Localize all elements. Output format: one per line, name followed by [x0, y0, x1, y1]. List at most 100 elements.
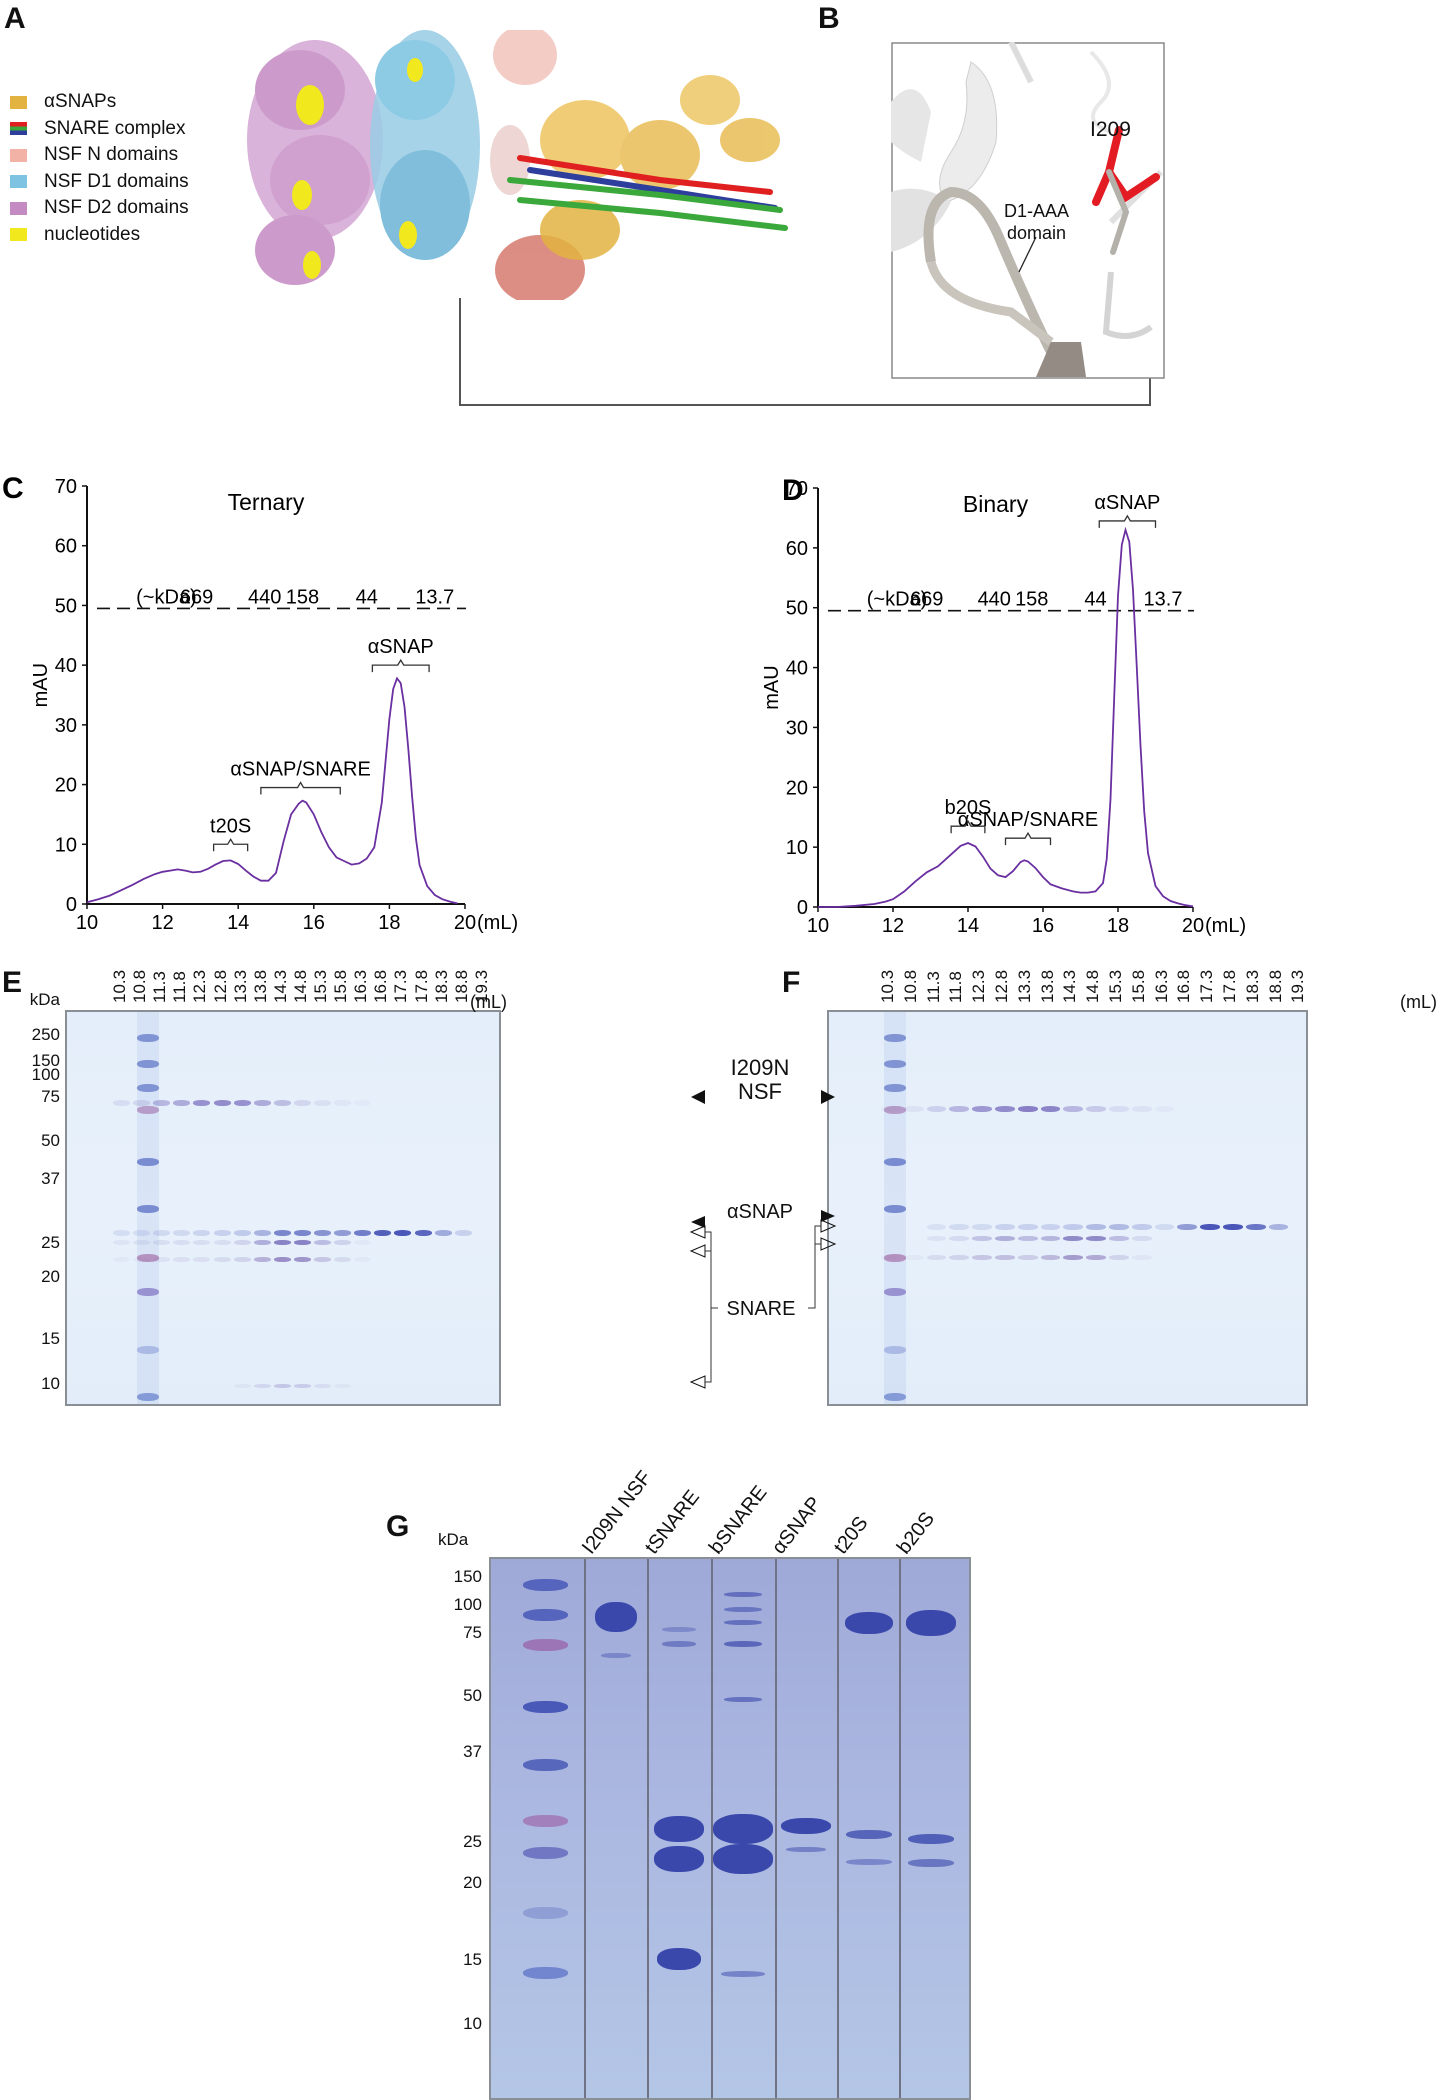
- gel-band: [972, 1255, 992, 1260]
- gel-band: [253, 1257, 271, 1262]
- gel-band: [995, 1236, 1015, 1241]
- gel-g-purified-samples: [489, 1557, 971, 2100]
- chart-title: Binary: [963, 491, 1029, 517]
- gel-band: [394, 1230, 412, 1236]
- gel-band: [133, 1240, 151, 1245]
- gel-band: [113, 1100, 131, 1106]
- mw-marker-label: 440: [248, 586, 281, 608]
- gel-band: [374, 1230, 392, 1236]
- legend-label: NSF N domains: [44, 144, 179, 165]
- gel-band: [884, 1346, 906, 1354]
- gel-band: [781, 1818, 831, 1834]
- gel-band: [137, 1205, 159, 1213]
- gel-band: [273, 1240, 291, 1245]
- panel-letter-g: G: [386, 1510, 410, 1543]
- fraction-label: 17.8: [411, 969, 431, 1003]
- fraction-label: 12.3: [190, 969, 210, 1003]
- gel-band: [133, 1100, 151, 1106]
- asnap-annotation: αSNAP: [726, 1201, 794, 1223]
- kda-marker: 20: [463, 1873, 482, 1892]
- gel-band: [193, 1230, 211, 1236]
- kda-marker: 10: [41, 1374, 60, 1393]
- gel-band: [1109, 1255, 1129, 1260]
- gel-band: [193, 1257, 211, 1262]
- fraction-label: 14.8: [290, 969, 310, 1003]
- peak-bracket: [950, 819, 986, 834]
- fraction-label: 15.8: [331, 969, 351, 1003]
- fraction-label: 10.3: [878, 969, 897, 1003]
- panel-letter-a: A: [4, 2, 26, 35]
- gel-band: [1017, 1255, 1038, 1260]
- gel-band: [1154, 1224, 1175, 1230]
- fraction-label: 18.8: [451, 969, 471, 1003]
- fraction-label: 11.3: [150, 971, 170, 1003]
- fraction-label: 11.8: [170, 971, 190, 1003]
- nsf-label-line1: I209N: [730, 1055, 790, 1080]
- legend-swatch: [10, 148, 27, 162]
- gel-band: [846, 1829, 892, 1839]
- snare-arrow-left-2: [689, 1244, 706, 1258]
- fraction-label: 16.8: [1174, 969, 1194, 1003]
- gel-band: [523, 1815, 568, 1827]
- gel-band: [972, 1224, 992, 1230]
- kda-marker: 100: [453, 1595, 482, 1614]
- gel-band: [137, 1346, 159, 1354]
- gel-band: [1177, 1224, 1198, 1230]
- peak-label: αSNAP/SNARE: [230, 759, 371, 781]
- gel-band: [884, 1393, 906, 1401]
- fraction-label: 13.3: [230, 969, 250, 1003]
- mw-marker-label: 158: [1015, 589, 1048, 611]
- gel-band: [713, 1814, 773, 1844]
- gel-band: [113, 1240, 131, 1245]
- gel-band: [949, 1106, 970, 1112]
- gel-band: [926, 1236, 947, 1241]
- gel-band: [949, 1224, 970, 1230]
- legend-item: SNARE complex: [10, 117, 186, 141]
- mw-prefix-label: (~kDa): [867, 589, 928, 611]
- gel-band: [137, 1106, 159, 1114]
- snare-arrow-right-2: [820, 1237, 837, 1251]
- gel-band: [137, 1060, 159, 1068]
- legend-label: αSNAPs: [44, 91, 117, 112]
- gel-band: [137, 1084, 159, 1092]
- gel-band: [1063, 1236, 1084, 1241]
- mw-marker-label: 13.7: [1144, 589, 1183, 611]
- x-axis-label: (mL): [1205, 915, 1246, 937]
- gel-e-unit-label: (mL): [470, 992, 507, 1012]
- gel-band: [1200, 1224, 1220, 1230]
- ribbon-structure: [891, 42, 1164, 377]
- y-tick-label: 30: [786, 717, 808, 739]
- gel-band: [153, 1240, 171, 1245]
- gel-band: [233, 1257, 251, 1262]
- gel-band: [1086, 1106, 1106, 1112]
- gel-band: [713, 1844, 773, 1874]
- gel-band: [253, 1100, 271, 1106]
- legend-label: NSF D2 domains: [44, 197, 189, 218]
- gel-band: [1109, 1224, 1129, 1230]
- y-tick-label: 60: [786, 538, 808, 560]
- gel-band: [273, 1230, 291, 1236]
- kda-marker: 75: [41, 1087, 60, 1106]
- gel-band: [995, 1224, 1015, 1230]
- gel-band: [314, 1100, 332, 1106]
- fraction-label: 13.8: [250, 969, 270, 1003]
- chart-title: Ternary: [228, 489, 305, 515]
- gel-band: [884, 1084, 906, 1092]
- gel-band: [724, 1641, 762, 1647]
- y-axis-label: mAU: [30, 663, 52, 707]
- x-tick-label: 18: [1107, 915, 1129, 937]
- gel-band: [523, 1759, 568, 1771]
- gel-band: [113, 1230, 131, 1236]
- ladder-lane: [137, 1012, 159, 1404]
- snare-bracket-right: [808, 1225, 821, 1309]
- gel-band: [273, 1384, 291, 1388]
- peak-label: αSNAP/SNARE: [958, 809, 1099, 831]
- gel-band: [233, 1240, 251, 1245]
- gel-band: [523, 1907, 568, 1919]
- gel-band: [213, 1230, 231, 1236]
- gel-band: [523, 1639, 568, 1651]
- gel-band: [213, 1100, 231, 1106]
- gel-band: [113, 1257, 131, 1262]
- mw-prefix-label: (~kDa): [136, 586, 197, 608]
- x-tick-label: 14: [227, 912, 249, 934]
